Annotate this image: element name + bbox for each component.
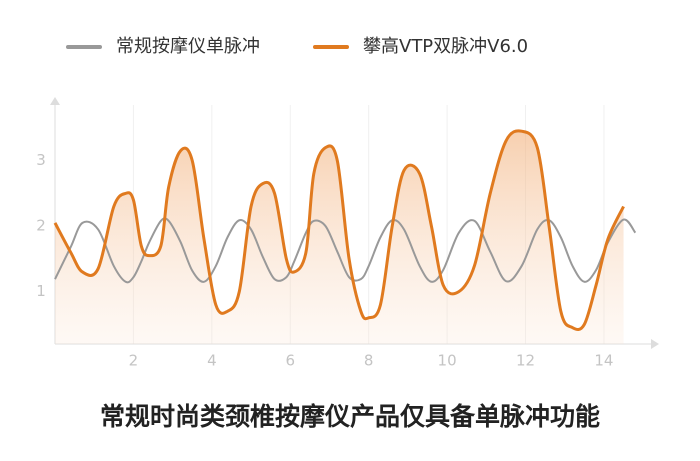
y-tick-label: 3 xyxy=(36,151,46,169)
y-tick-label: 2 xyxy=(36,217,46,235)
x-tick-label: 10 xyxy=(438,352,457,370)
series-line xyxy=(53,129,625,331)
legend-label: 常规按摩仪单脉冲 xyxy=(116,36,260,57)
x-tick-label: 12 xyxy=(516,352,535,370)
area-fill xyxy=(55,130,624,344)
axis-arrow xyxy=(50,97,60,105)
x-tick-label: 6 xyxy=(285,352,295,370)
x-tick-label: 2 xyxy=(129,352,139,370)
x-tick-label: 8 xyxy=(364,352,374,370)
series-line xyxy=(54,217,637,284)
y-tick-label: 1 xyxy=(36,282,46,300)
legend-label: 攀高VTP双脉冲V6.0 xyxy=(363,36,528,57)
axis-arrow xyxy=(651,339,659,349)
caption: 常规时尚类颈椎按摩仪产品仅具备单脉冲功能 xyxy=(100,402,600,431)
x-tick-label: 4 xyxy=(207,352,217,370)
x-tick-label: 14 xyxy=(594,352,613,370)
